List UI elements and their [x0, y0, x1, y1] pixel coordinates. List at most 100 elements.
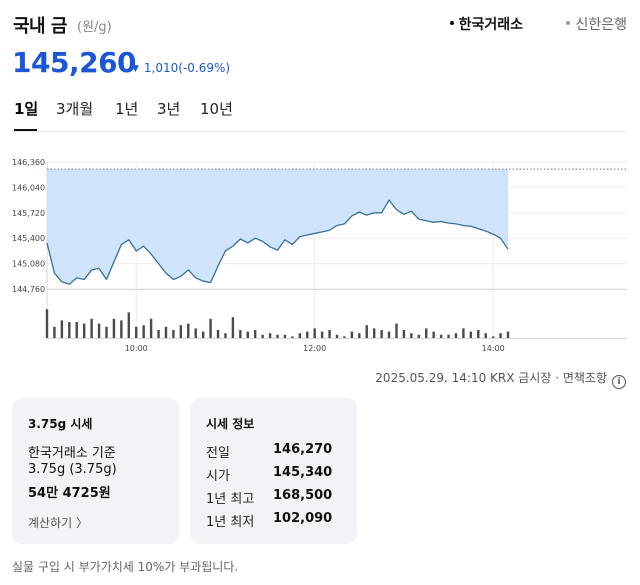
volume-bar [216, 330, 220, 338]
volume-bar [484, 333, 487, 338]
volume-bar [135, 326, 138, 338]
price-line [46, 199, 509, 285]
volume-bar [365, 325, 368, 338]
volume-bar [477, 330, 480, 338]
vat-notice: 실물 구입 시 부가가치세 10%가 부과됩니다. [12, 560, 239, 574]
volume-bar [499, 333, 502, 338]
source-option-shinhan[interactable]: 신한은행 [566, 14, 627, 34]
volume-bar [224, 333, 227, 338]
volume-bar [447, 334, 450, 338]
volume-bar [387, 331, 391, 338]
down-arrow-icon: ▼ [132, 64, 139, 74]
tab-1year[interactable]: 1년 [115, 100, 139, 118]
volume-bar [105, 326, 108, 338]
volume-bar [172, 330, 175, 338]
volume-bar [491, 336, 495, 338]
volume-bar [120, 320, 123, 338]
volume-bar [97, 323, 101, 338]
gram-price-card: 3.75g 시세 한국거래소 기준 3.75g (3.75g) 54만 4725… [12, 398, 179, 544]
volume-bar [313, 328, 316, 338]
volume-bar [276, 334, 279, 338]
volume-bar [201, 331, 205, 338]
volume-bar [157, 330, 160, 338]
volume-bar [268, 333, 272, 338]
current-price: 145,260 [12, 46, 137, 79]
volume-bar [179, 325, 183, 338]
dot-icon [566, 21, 571, 25]
volume-bar [358, 333, 361, 338]
volume-bar [439, 334, 443, 338]
price-chart[interactable]: 146,360 146,040 145,720 145,400 145,080 144,7… [10, 150, 630, 362]
y-tick-label: 145,720 [12, 209, 45, 218]
selected-dot-icon [449, 21, 454, 25]
volume-bar [127, 312, 130, 338]
header: 국내 금 (원/g) 한국거래소 신한은행 [13, 10, 627, 37]
volume-bar [402, 330, 406, 338]
timestamp-disclaimer[interactable]: 2025.05.29. 14:10 KRX 금시장 · 면책조항 i [375, 369, 626, 389]
volume-bar [372, 328, 376, 338]
y-tick-label: 146,040 [12, 183, 45, 192]
volume-bar [246, 331, 249, 338]
y-tick-label: 144,760 [12, 285, 45, 294]
volume-bar [469, 331, 473, 338]
volume-bar [164, 326, 168, 338]
volume-bar [231, 317, 235, 338]
volume-bar [380, 330, 383, 338]
x-tick-label: 14:00 [482, 344, 505, 353]
card-title: 3.75g 시세 [28, 417, 93, 431]
amount-value: 54만 4725원 [28, 486, 111, 501]
tab-1day[interactable]: 1일 [14, 100, 39, 118]
area-fill [47, 169, 509, 285]
volume-bar [417, 334, 420, 338]
x-tick-label: 10:00 [125, 344, 148, 353]
volume-bar [194, 328, 197, 338]
tab-3months[interactable]: 3개월 [56, 100, 94, 118]
volume-bar [112, 318, 116, 338]
volume-bar [395, 323, 398, 338]
volume-bar [142, 325, 145, 338]
price-change: ▼ 1,010(-0.69%) [132, 61, 231, 75]
volume-bar [454, 333, 458, 338]
tab-10years[interactable]: 10년 [200, 100, 233, 118]
volume-bar [306, 331, 309, 338]
price-info-card: 시세 정보 전일 146,270 시가 145,340 1년 최고 168,50… [190, 398, 357, 544]
active-tab-indicator [14, 129, 37, 131]
volume-bar [291, 336, 294, 338]
card-title: 시세 정보 [206, 417, 255, 431]
page-title: 국내 금 [13, 16, 67, 37]
tab-3years[interactable]: 3년 [157, 100, 181, 118]
volume-bar [68, 322, 71, 338]
volume-bar [350, 331, 354, 338]
volume-bar [328, 330, 331, 338]
volume-bar [90, 318, 93, 338]
volume-bar [75, 322, 78, 338]
volume-bar [283, 334, 287, 338]
volume-bar [462, 328, 465, 338]
info-icon[interactable]: i [612, 375, 626, 389]
basis-label: 한국거래소 기준 [28, 446, 116, 461]
volume-bar [343, 336, 346, 338]
volume-bar [254, 330, 257, 338]
volume-bar [298, 333, 302, 338]
volume-bar [506, 331, 510, 338]
volume-bar [410, 333, 413, 338]
x-tick-label: 12:00 [303, 344, 326, 353]
divider [12, 131, 626, 132]
volume-bar [432, 331, 435, 338]
weight-label: 3.75g (3.75g) [28, 462, 117, 477]
volume-bar [53, 326, 56, 338]
volume-bar [209, 318, 212, 338]
volume-bar [425, 328, 428, 338]
volume-bar [149, 318, 153, 338]
y-tick-label: 145,400 [12, 234, 45, 243]
unit-label: (원/g) [77, 20, 112, 35]
volume-bar [320, 331, 324, 338]
volume-bar [187, 323, 190, 338]
volume-bar [45, 309, 49, 338]
volume-bar [239, 330, 242, 338]
volume-bar [261, 334, 264, 338]
volume-bar [60, 320, 64, 338]
calculate-link[interactable]: 계산하기 〉 [28, 516, 88, 530]
volume-bar [335, 334, 339, 338]
source-option-krx[interactable]: 한국거래소 [449, 14, 523, 34]
